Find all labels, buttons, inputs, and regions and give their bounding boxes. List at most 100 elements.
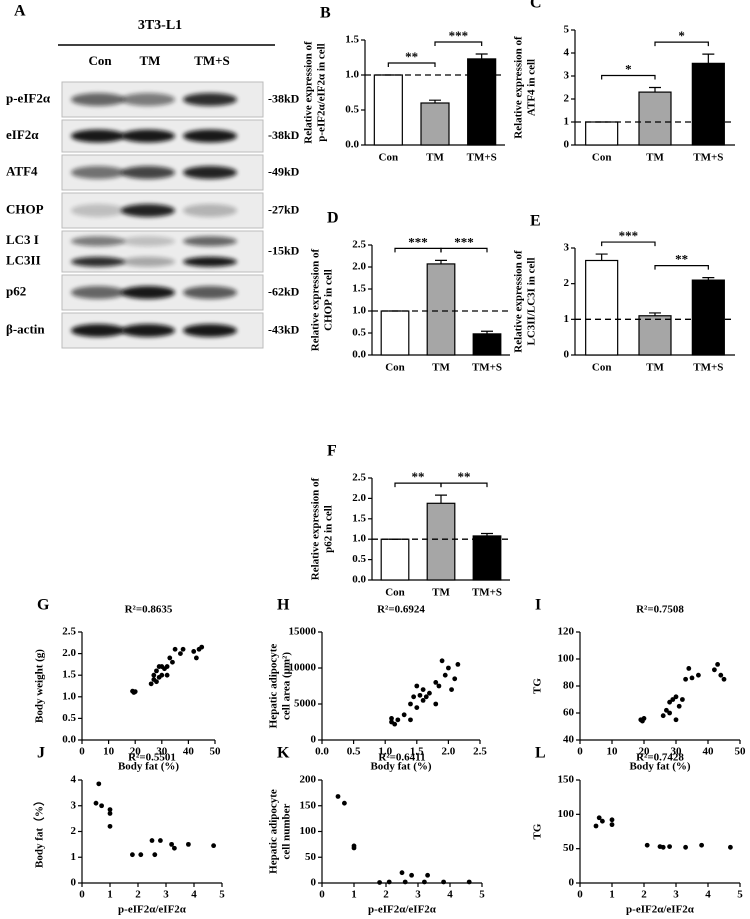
x-tick-label: Con (379, 152, 399, 164)
point (433, 680, 439, 685)
point (186, 841, 191, 847)
annotation: R²=0.8635 (125, 604, 173, 616)
protein-label: β-actin (6, 321, 45, 336)
bar (638, 91, 672, 146)
error-bar (475, 53, 488, 59)
significance-label: *** (449, 28, 469, 43)
bar (426, 263, 456, 356)
point (422, 879, 427, 885)
band (71, 324, 125, 337)
point (712, 667, 717, 673)
point (180, 646, 186, 652)
point (436, 683, 442, 689)
point (408, 701, 413, 707)
point (683, 844, 688, 850)
protein-label: p-eIF2α (6, 90, 51, 105)
point (660, 844, 666, 850)
point (96, 781, 102, 787)
point (593, 823, 599, 829)
y-tick-label: 1.0 (62, 690, 76, 702)
point (423, 694, 429, 700)
band (71, 93, 125, 106)
y-tick-label: 15000 (289, 626, 317, 638)
y-axis-label: Relative expression of (513, 36, 525, 139)
bar (691, 62, 725, 146)
error-bar (702, 53, 715, 64)
annotation: R²=0.6924 (377, 604, 425, 616)
y-tick-label: 0.5 (352, 327, 366, 339)
point (609, 817, 615, 823)
error-bar (649, 86, 661, 93)
significance-label: *** (454, 234, 474, 249)
x-tick-label: 2.5 (473, 746, 487, 758)
point (132, 689, 138, 695)
band (121, 93, 175, 106)
point (683, 676, 688, 682)
panel-letter: G (37, 597, 50, 614)
band (121, 236, 175, 247)
y-tick-label: 1.0 (352, 305, 366, 317)
y-tick-label: 2 (564, 93, 570, 105)
band (183, 93, 237, 106)
point (149, 838, 155, 843)
significance-bracket (440, 247, 488, 253)
point (409, 872, 414, 878)
lane-label: Con (88, 53, 112, 68)
panel-letter: L (535, 745, 546, 762)
point (148, 681, 154, 687)
point (167, 655, 173, 661)
point (439, 658, 445, 664)
y-tick-label: 3 (564, 70, 570, 82)
y-tick-label: 3 (564, 242, 570, 254)
point (159, 672, 165, 678)
y-tick-label: 2 (71, 825, 77, 837)
point (676, 703, 682, 709)
x-tick-label: 5 (737, 889, 743, 901)
x-axis-label: p-eIF2α/eIF2α (626, 904, 695, 916)
point (389, 716, 394, 721)
x-tick-label: Con (592, 362, 612, 374)
point (154, 679, 159, 685)
x-tick-label: TM (432, 587, 450, 599)
band (71, 236, 125, 247)
x-tick-label: 30 (671, 746, 683, 758)
band (183, 204, 237, 217)
point (718, 672, 724, 678)
point (335, 794, 341, 799)
y-tick-label: 1.0 (352, 533, 366, 545)
point (154, 668, 159, 674)
x-tick-label: 30 (156, 746, 168, 758)
point (170, 659, 175, 665)
y-tick-label: 2.5 (352, 239, 366, 251)
y-tick-label: 3 (71, 799, 77, 811)
point (342, 800, 347, 806)
x-tick-label: 40 (703, 746, 715, 758)
error-bar (435, 494, 447, 504)
y-tick-label: 0.5 (345, 104, 359, 116)
point (199, 644, 205, 650)
significance-label: * (678, 28, 685, 43)
y-axis-label: TG (532, 823, 544, 839)
protein-label: p62 (6, 283, 26, 298)
x-tick-label: TM (426, 152, 444, 164)
point (664, 707, 669, 713)
y-axis-label: Relative expression of (310, 477, 322, 580)
point (107, 807, 113, 813)
point (596, 815, 602, 821)
band (121, 204, 175, 217)
annotation: R²=0.5501 (128, 752, 176, 764)
x-tick-label: 5 (479, 889, 485, 901)
significance-label: *** (408, 234, 428, 249)
error-bar (481, 532, 493, 536)
x-tick-label: 2 (135, 889, 141, 901)
x-tick-label: 3 (673, 889, 679, 901)
point (420, 687, 426, 692)
y-tick-label: 0.5 (62, 712, 76, 724)
x-tick-label: 0.0 (315, 746, 329, 758)
x-tick-label: 3 (163, 889, 169, 901)
y-axis-label: Relative expression of (513, 250, 525, 353)
y-tick-label: 4 (71, 774, 77, 786)
y-tick-label: 0 (564, 349, 570, 361)
error-bar (702, 277, 715, 281)
point (680, 697, 685, 702)
